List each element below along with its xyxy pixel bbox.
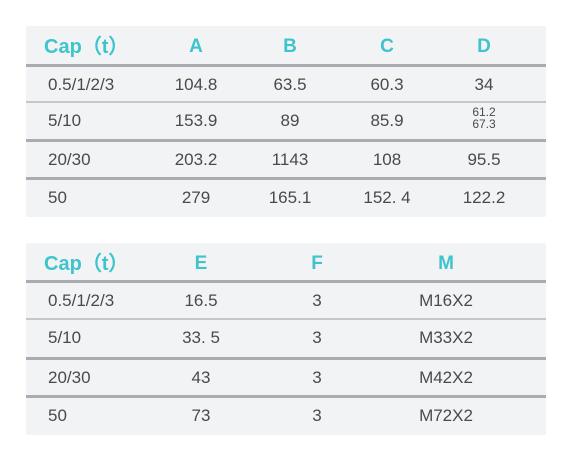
table2-cell-m: M33X2 <box>419 328 473 347</box>
table2-cell-cap: 50 <box>48 406 67 425</box>
table2-header-m: M <box>438 253 454 274</box>
table1-cell-a: 279 <box>181 188 211 207</box>
table2-header-e: E <box>194 253 208 274</box>
table2-cell-e: 73 <box>191 406 211 425</box>
table1-cell-a: 203.2 <box>174 150 218 169</box>
table2-row: 0.5/1/2/3 16.5 3 M16X2 <box>26 280 546 319</box>
table1-cell-d-stacked: 61.2 67.3 <box>472 106 495 130</box>
table2-cell-cap: 0.5/1/2/3 <box>48 291 115 310</box>
table2-cell-cap: 5/10 <box>48 328 82 347</box>
table1-cell-cap: 50 <box>48 188 67 207</box>
table2-cell-f: 3 <box>312 328 322 347</box>
table1-cell-cap: 20/30 <box>48 150 91 169</box>
table2-cell-f: 3 <box>312 406 322 425</box>
table1-header-d: D <box>477 36 491 57</box>
table1-cell-cap: 0.5/1/2/3 <box>48 75 115 94</box>
table1-header-cap: Cap（t） <box>44 36 129 58</box>
table1-header-c: C <box>380 36 394 57</box>
table2-cell-f: 3 <box>312 368 322 387</box>
table2-cell-m: M16X2 <box>419 291 473 310</box>
table1-cell-b: 89 <box>280 111 300 130</box>
table1-cell-d: 34 <box>474 75 494 94</box>
table1-row: 5/10 153.9 89 85.9 61.2 67.3 <box>26 101 546 139</box>
table1-header-a: A <box>189 36 203 57</box>
table1-cell-c: 85.9 <box>370 111 404 130</box>
table2-cell-e: 16.5 <box>184 291 218 310</box>
table2-row: 5/10 33. 5 3 M33X2 <box>26 318 546 356</box>
table1-cell-b: 165.1 <box>268 188 312 207</box>
table1-cell-a: 153.9 <box>174 111 218 130</box>
table2-cell-cap: 20/30 <box>48 368 91 387</box>
table1-cell-c: 108 <box>372 150 402 169</box>
table1-cell-c: 152. 4 <box>363 188 411 207</box>
table1-cell-b: 1143 <box>271 150 309 169</box>
dimension-table-1: Cap（t） A B C D 0.5/1/2/3 104.8 63.5 60.3… <box>26 26 546 217</box>
table1-cell-a: 104.8 <box>174 75 218 94</box>
table1-cell-b: 63.5 <box>273 75 307 94</box>
table1-cell-d: 95.5 <box>467 150 501 169</box>
table1-header-b: B <box>283 36 297 57</box>
table2-header-row: Cap（t） E F M <box>26 243 546 279</box>
table1-cell-c: 60.3 <box>370 75 404 94</box>
table2-row: 20/30 43 3 M42X2 <box>26 357 546 396</box>
table2-header-cap: Cap（t） <box>44 253 129 275</box>
table2-cell-m: M42X2 <box>419 368 473 387</box>
table2-row: 50 73 3 M72X2 <box>26 395 546 434</box>
table1-row: 0.5/1/2/3 104.8 63.5 60.3 34 <box>26 64 546 103</box>
dimension-table-2: Cap（t） E F M 0.5/1/2/3 16.5 3 M16X2 5/10… <box>26 243 546 435</box>
table1-cell-cap: 5/10 <box>48 111 82 130</box>
table2-cell-m: M72X2 <box>419 406 473 425</box>
table1-cell-d: 122.2 <box>462 188 506 207</box>
table2-cell-f: 3 <box>312 291 322 310</box>
table1-row: 50 279 165.1 152. 4 122.2 <box>26 177 546 216</box>
table2-cell-e: 43 <box>191 368 211 387</box>
table2-cell-e: 33. 5 <box>182 328 220 347</box>
table1-cell-d-upper: 61.2 <box>472 105 496 119</box>
table1-row: 20/30 203.2 1143 108 95.5 <box>26 139 546 178</box>
table1-header-row: Cap（t） A B C D <box>26 26 546 62</box>
table1-cell-d-lower: 67.3 <box>472 117 496 131</box>
table2-header-f: F <box>311 253 323 274</box>
